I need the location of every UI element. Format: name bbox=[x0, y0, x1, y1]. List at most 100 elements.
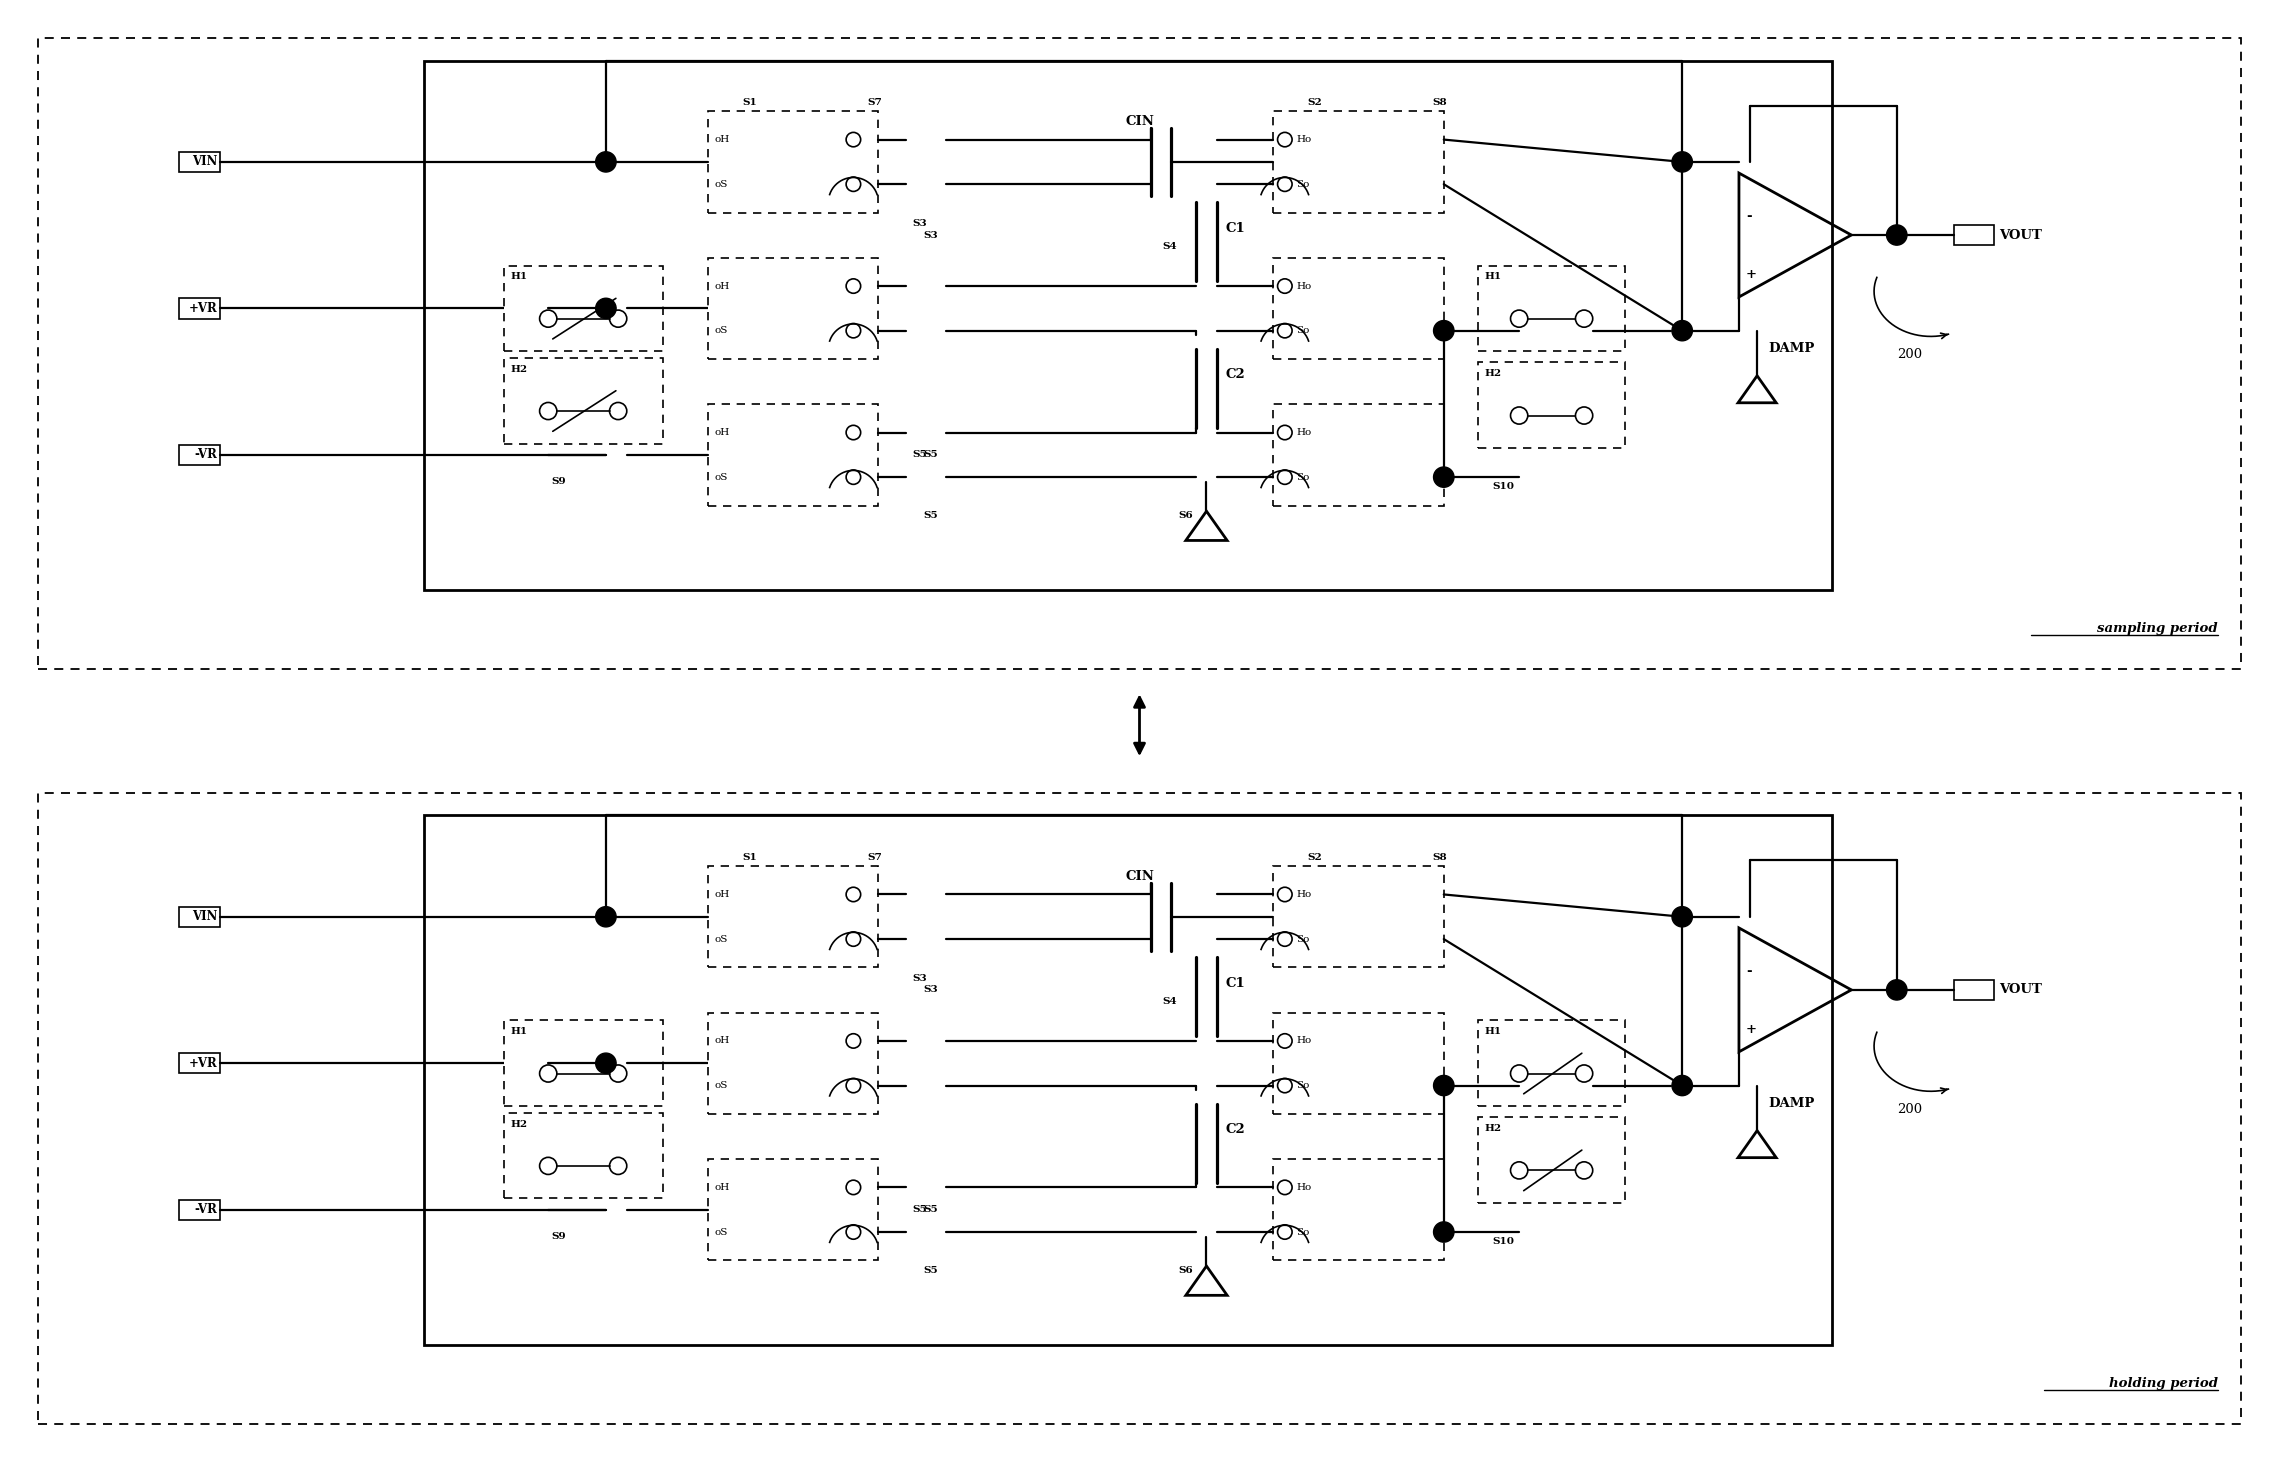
Text: S6: S6 bbox=[1178, 1265, 1192, 1276]
Bar bbox=[180, 1053, 219, 1074]
Text: S5: S5 bbox=[923, 1265, 939, 1276]
Text: Ho: Ho bbox=[1297, 136, 1310, 144]
Bar bbox=[709, 1159, 877, 1261]
Text: oS: oS bbox=[716, 1227, 729, 1236]
Text: H2: H2 bbox=[510, 365, 529, 374]
Text: S10: S10 bbox=[1493, 1237, 1516, 1246]
Text: DAMP: DAMP bbox=[1769, 1097, 1814, 1109]
Text: oH: oH bbox=[716, 1183, 729, 1192]
Text: S7: S7 bbox=[866, 853, 882, 862]
Text: +VR: +VR bbox=[189, 1056, 217, 1069]
Text: C1: C1 bbox=[1226, 977, 1247, 990]
Bar bbox=[180, 906, 219, 927]
Text: oS: oS bbox=[716, 473, 729, 482]
Circle shape bbox=[1673, 906, 1693, 927]
Text: +: + bbox=[1746, 1024, 1757, 1036]
Text: Ho: Ho bbox=[1297, 429, 1310, 437]
Text: C2: C2 bbox=[1226, 368, 1247, 382]
Bar bbox=[1477, 265, 1625, 351]
Text: S6: S6 bbox=[1178, 511, 1192, 520]
Text: Ho: Ho bbox=[1297, 1037, 1310, 1046]
Text: sampling period: sampling period bbox=[2097, 622, 2217, 635]
Bar bbox=[504, 265, 663, 351]
Text: So: So bbox=[1297, 473, 1310, 482]
Text: So: So bbox=[1297, 1227, 1310, 1236]
Bar bbox=[39, 792, 2240, 1424]
Text: S3: S3 bbox=[912, 219, 928, 228]
Text: CIN: CIN bbox=[1126, 871, 1153, 882]
Text: holding period: holding period bbox=[2108, 1377, 2217, 1391]
Text: H1: H1 bbox=[510, 273, 529, 281]
Text: S1: S1 bbox=[743, 97, 757, 106]
Text: oH: oH bbox=[716, 281, 729, 290]
Bar bbox=[180, 1199, 219, 1220]
Circle shape bbox=[1673, 152, 1693, 172]
Bar bbox=[1477, 362, 1625, 448]
Bar bbox=[39, 38, 2240, 669]
Bar bbox=[1274, 1159, 1445, 1261]
Text: -VR: -VR bbox=[194, 448, 217, 461]
Circle shape bbox=[1433, 1075, 1454, 1096]
Text: H2: H2 bbox=[1484, 370, 1502, 379]
Text: Ho: Ho bbox=[1297, 890, 1310, 899]
Bar bbox=[709, 866, 877, 968]
Bar bbox=[1477, 1118, 1625, 1203]
Text: S4: S4 bbox=[1162, 997, 1176, 1006]
Bar bbox=[709, 404, 877, 505]
Text: S3: S3 bbox=[912, 974, 928, 984]
Text: 200: 200 bbox=[1896, 1103, 1921, 1115]
Circle shape bbox=[1433, 321, 1454, 340]
Text: S5: S5 bbox=[923, 451, 939, 460]
Text: oH: oH bbox=[716, 890, 729, 899]
Text: H1: H1 bbox=[510, 1027, 529, 1036]
Circle shape bbox=[1887, 980, 1908, 1000]
Text: S5: S5 bbox=[923, 511, 939, 520]
Text: H2: H2 bbox=[510, 1119, 529, 1128]
Bar bbox=[504, 358, 663, 443]
Text: oH: oH bbox=[716, 136, 729, 144]
Text: VOUT: VOUT bbox=[1999, 228, 2042, 242]
Text: S3: S3 bbox=[923, 231, 939, 240]
Text: S9: S9 bbox=[552, 1233, 565, 1242]
Circle shape bbox=[1433, 467, 1454, 488]
Text: So: So bbox=[1297, 326, 1310, 336]
Text: S1: S1 bbox=[743, 853, 757, 862]
Text: oS: oS bbox=[716, 180, 729, 189]
Text: S7: S7 bbox=[866, 97, 882, 106]
Circle shape bbox=[595, 906, 615, 927]
Text: Ho: Ho bbox=[1297, 281, 1310, 290]
Circle shape bbox=[1433, 1223, 1454, 1242]
Text: VIN: VIN bbox=[191, 910, 217, 924]
Bar bbox=[1274, 404, 1445, 505]
Text: S5: S5 bbox=[912, 451, 928, 460]
Bar bbox=[1274, 258, 1445, 359]
Text: oH: oH bbox=[716, 429, 729, 437]
Text: CIN: CIN bbox=[1126, 115, 1153, 128]
Bar bbox=[709, 110, 877, 212]
Text: oS: oS bbox=[716, 1081, 729, 1090]
Circle shape bbox=[595, 152, 615, 172]
Text: H1: H1 bbox=[1484, 273, 1502, 281]
Bar bbox=[504, 1112, 663, 1199]
Text: C1: C1 bbox=[1226, 222, 1247, 234]
Bar bbox=[709, 258, 877, 359]
Text: +VR: +VR bbox=[189, 302, 217, 315]
Text: +: + bbox=[1746, 268, 1757, 281]
Text: -: - bbox=[1746, 965, 1750, 978]
Bar bbox=[1274, 1012, 1445, 1114]
Text: oH: oH bbox=[716, 1037, 729, 1046]
Text: H2: H2 bbox=[1484, 1124, 1502, 1133]
Bar bbox=[180, 445, 219, 465]
Text: VIN: VIN bbox=[191, 155, 217, 168]
Text: S3: S3 bbox=[923, 985, 939, 994]
Bar bbox=[1953, 225, 1994, 245]
Text: DAMP: DAMP bbox=[1769, 342, 1814, 355]
Bar bbox=[1274, 110, 1445, 212]
Bar bbox=[1274, 866, 1445, 968]
Circle shape bbox=[595, 298, 615, 318]
Text: So: So bbox=[1297, 180, 1310, 189]
Bar bbox=[180, 152, 219, 172]
Text: So: So bbox=[1297, 1081, 1310, 1090]
Circle shape bbox=[1673, 1075, 1693, 1096]
Text: S10: S10 bbox=[1493, 482, 1516, 491]
